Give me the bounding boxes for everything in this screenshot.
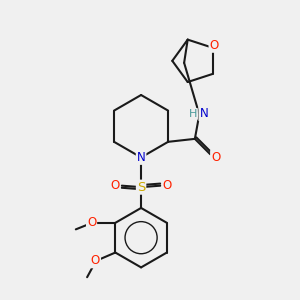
Text: O: O bbox=[87, 216, 96, 229]
Text: S: S bbox=[137, 181, 145, 194]
Text: H: H bbox=[189, 109, 197, 119]
Text: O: O bbox=[91, 254, 100, 267]
Text: N: N bbox=[200, 107, 208, 120]
Text: N: N bbox=[137, 151, 146, 164]
Text: O: O bbox=[162, 178, 172, 192]
Text: O: O bbox=[111, 178, 120, 192]
Text: O: O bbox=[209, 39, 219, 52]
Text: O: O bbox=[211, 151, 220, 164]
